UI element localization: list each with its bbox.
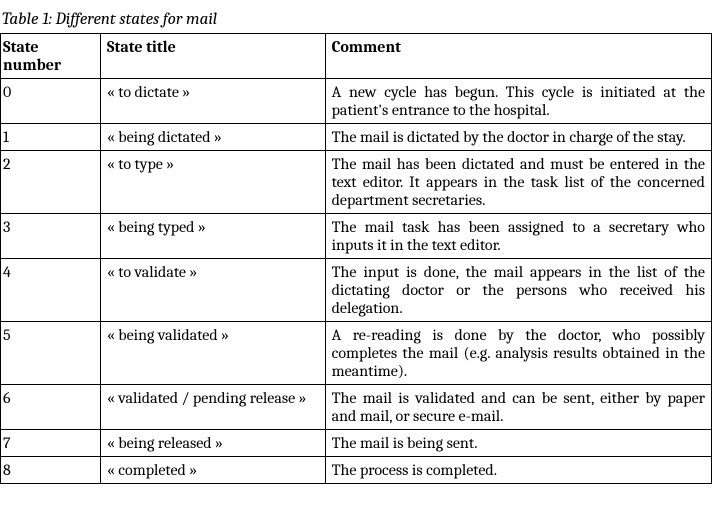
- cell-state-title: « being validated »: [100, 322, 325, 385]
- cell-state-number: 0: [1, 79, 101, 124]
- table-row: 8« completed »The process is completed.: [1, 457, 712, 484]
- table-header-row: State number State title Comment: [1, 34, 712, 79]
- col-header-state-number: State number: [1, 34, 101, 79]
- cell-comment: A new cycle has begun. This cycle is ini…: [325, 79, 711, 124]
- cell-comment: A re-reading is done by the doctor, who …: [325, 322, 711, 385]
- cell-state-title: « to type »: [100, 151, 325, 214]
- table-row: 3« being typed »The mail task has been a…: [1, 214, 712, 259]
- cell-state-title: « being dictated »: [100, 124, 325, 151]
- cell-state-title: « validated / pending release »: [100, 385, 325, 430]
- table-row: 1« being dictated »The mail is dictated …: [1, 124, 712, 151]
- table-row: 2« to type »The mail has been dictated a…: [1, 151, 712, 214]
- cell-comment: The mail has been dictated and must be e…: [325, 151, 711, 214]
- cell-state-number: 8: [1, 457, 101, 484]
- states-table: State number State title Comment 0« to d…: [0, 33, 712, 484]
- cell-state-title: « being typed »: [100, 214, 325, 259]
- cell-state-number: 5: [1, 322, 101, 385]
- col-header-comment: Comment: [325, 34, 711, 79]
- cell-state-number: 1: [1, 124, 101, 151]
- table-row: 7« being released »The mail is being sen…: [1, 430, 712, 457]
- cell-state-title: « completed »: [100, 457, 325, 484]
- cell-comment: The mail is dictated by the doctor in ch…: [325, 124, 711, 151]
- cell-state-number: 3: [1, 214, 101, 259]
- col-header-state-title: State title: [100, 34, 325, 79]
- table-row: 5« being validated »A re-reading is done…: [1, 322, 712, 385]
- table-row: 6« validated / pending release »The mail…: [1, 385, 712, 430]
- table-figure: Table 1: Different states for mail State…: [0, 0, 715, 494]
- cell-comment: The process is completed.: [325, 457, 711, 484]
- cell-state-title: « to validate »: [100, 259, 325, 322]
- table-caption: Table 1: Different states for mail: [2, 10, 709, 29]
- cell-comment: The input is done, the mail appears in t…: [325, 259, 711, 322]
- cell-comment: The mail is being sent.: [325, 430, 711, 457]
- cell-state-number: 2: [1, 151, 101, 214]
- cell-state-title: « to dictate »: [100, 79, 325, 124]
- cell-state-number: 7: [1, 430, 101, 457]
- cell-comment: The mail is validated and can be sent, e…: [325, 385, 711, 430]
- cell-state-number: 6: [1, 385, 101, 430]
- table-row: 4« to validate »The input is done, the m…: [1, 259, 712, 322]
- table-row: 0« to dictate »A new cycle has begun. Th…: [1, 79, 712, 124]
- cell-comment: The mail task has been assigned to a sec…: [325, 214, 711, 259]
- table-body: 0« to dictate »A new cycle has begun. Th…: [1, 79, 712, 484]
- cell-state-number: 4: [1, 259, 101, 322]
- cell-state-title: « being released »: [100, 430, 325, 457]
